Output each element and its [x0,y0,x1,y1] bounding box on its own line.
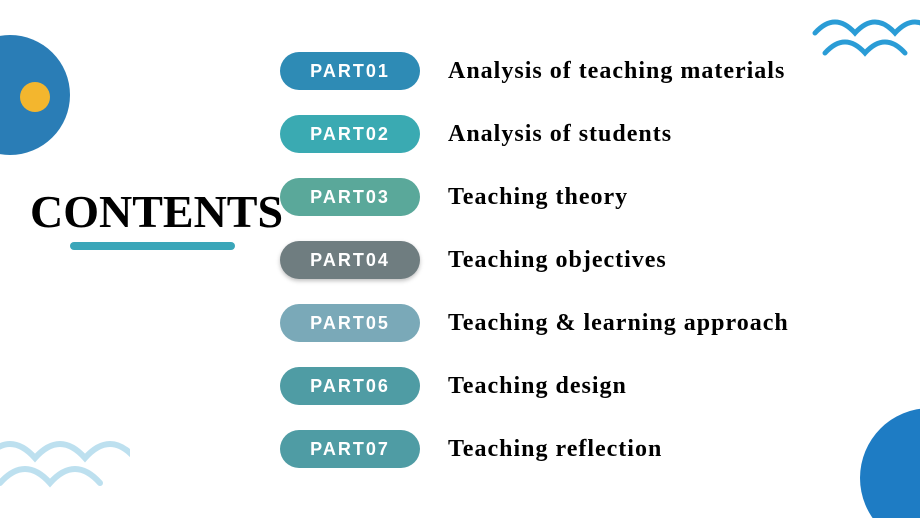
decoration-circle-blue-bottom-right [860,408,920,518]
part-pill-02: PART02 [280,115,420,153]
cloud-bottom-left-icon [0,438,130,498]
list-item: PART04 Teaching objectives [280,241,789,279]
part-pill-06: PART06 [280,367,420,405]
list-item: PART05 Teaching & learning approach [280,304,789,342]
cloud-top-right-icon [810,18,920,68]
part-pill-05: PART05 [280,304,420,342]
part-pill-01: PART01 [280,52,420,90]
list-item: PART02 Analysis of students [280,115,789,153]
list-item: PART07 Teaching reflection [280,430,789,468]
part-label-05: Teaching & learning approach [448,310,789,337]
contents-list: PART01 Analysis of teaching materials PA… [280,52,789,468]
part-label-01: Analysis of teaching materials [448,58,785,85]
list-item: PART01 Analysis of teaching materials [280,52,789,90]
part-label-06: Teaching design [448,373,627,400]
part-pill-07: PART07 [280,430,420,468]
decoration-circle-yellow [20,82,50,112]
title-underline [70,242,235,250]
part-label-03: Teaching theory [448,184,628,211]
part-pill-03: PART03 [280,178,420,216]
page-title: CONTENTS [30,185,283,238]
list-item: PART03 Teaching theory [280,178,789,216]
list-item: PART06 Teaching design [280,367,789,405]
part-label-07: Teaching reflection [448,436,662,463]
part-pill-04: PART04 [280,241,420,279]
part-label-04: Teaching objectives [448,247,667,274]
part-label-02: Analysis of students [448,121,672,148]
